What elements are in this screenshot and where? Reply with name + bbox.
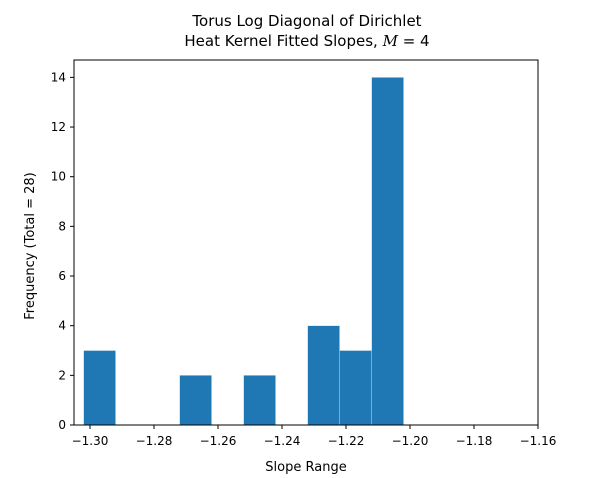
x-tick-label: −1.26 <box>200 434 237 448</box>
y-tick-label: 8 <box>58 219 66 233</box>
histogram-bar <box>179 375 212 426</box>
x-tick-label: −1.28 <box>136 434 173 448</box>
histogram-bar <box>371 77 404 426</box>
histogram-bar <box>243 375 276 426</box>
y-axis-ticks: 0 2 4 6 8 10 12 14 <box>51 70 74 432</box>
histogram-bar <box>83 350 116 426</box>
y-tick-label: 2 <box>58 368 66 382</box>
x-axis-label: Slope Range <box>265 460 346 475</box>
chart-title-line-2-text: Heat Kernel Fitted Slopes, <box>184 32 382 50</box>
x-axis-ticks: −1.30 −1.28 −1.26 −1.24 −1.22 −1.20 −1.18 −1.16 <box>72 425 557 448</box>
x-tick-label: −1.30 <box>72 434 109 448</box>
x-tick-label: −1.22 <box>328 434 365 448</box>
chart-title: Torus Log Diagonal of Dirichlet Heat Ker… <box>184 12 429 50</box>
y-tick-label: 12 <box>51 120 66 134</box>
y-tick-label: 6 <box>58 269 66 283</box>
chart-title-line-1: Torus Log Diagonal of Dirichlet <box>191 12 421 30</box>
axes <box>73 59 539 426</box>
chart-title-math-symbol: M <box>382 32 399 50</box>
histogram-bars <box>83 77 404 426</box>
histogram-bar <box>339 350 372 426</box>
y-tick-label: 4 <box>58 319 66 333</box>
chart-title-line-2: Heat Kernel Fitted Slopes, M = 4 <box>184 32 429 50</box>
x-tick-label: −1.16 <box>520 434 557 448</box>
x-tick-label: −1.24 <box>264 434 301 448</box>
plot-frame <box>73 59 539 426</box>
y-tick-label: 14 <box>51 70 66 84</box>
chart-title-math-value: = 4 <box>398 32 430 50</box>
x-tick-label: −1.20 <box>392 434 429 448</box>
histogram-bar <box>307 325 340 426</box>
y-axis-label: Frequency (Total = 28) <box>23 172 38 320</box>
x-tick-label: −1.18 <box>456 434 493 448</box>
y-tick-label: 10 <box>51 170 66 184</box>
y-tick-label: 0 <box>58 418 66 432</box>
